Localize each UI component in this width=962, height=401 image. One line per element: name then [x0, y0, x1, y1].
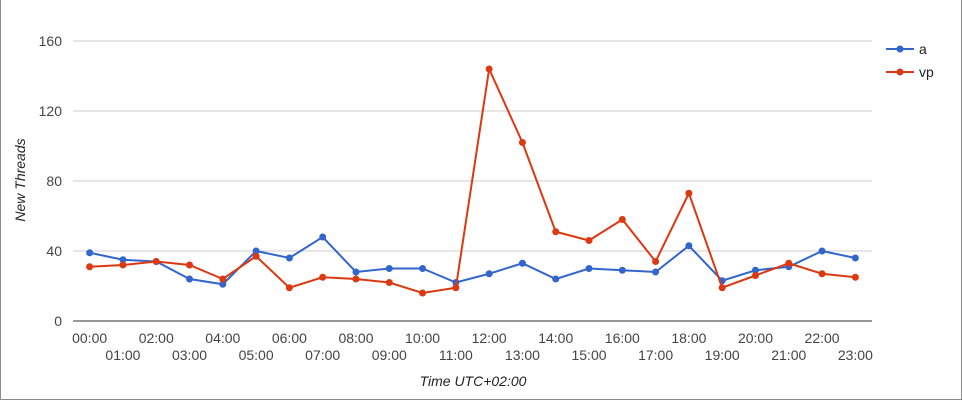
x-tick-label: 13:00 [505, 347, 540, 363]
data-point-vp[interactable] [385, 279, 393, 286]
data-point-a[interactable] [352, 268, 360, 276]
y-axis-title: New Threads [12, 138, 28, 221]
y-tick-label: 40 [46, 243, 62, 259]
legend-marker [896, 68, 904, 76]
data-point-a[interactable] [319, 233, 327, 241]
x-tick-label: 07:00 [305, 347, 340, 363]
series-group [86, 65, 859, 297]
data-point-a[interactable] [285, 254, 293, 262]
data-point-a[interactable] [518, 259, 526, 267]
gridlines [73, 40, 872, 322]
legend: a vp [886, 41, 934, 80]
data-point-vp[interactable] [152, 258, 160, 265]
series-line-vp [89, 65, 856, 295]
data-point-vp[interactable] [452, 284, 460, 292]
data-point-vp[interactable] [785, 259, 793, 267]
x-tick-label: 14:00 [538, 330, 573, 346]
x-axis-ticks: 00:0001:0002:0003:0004:0005:0006:0007:00… [72, 330, 873, 363]
series-line-a [89, 235, 856, 286]
data-point-vp[interactable] [186, 261, 194, 269]
x-tick-label: 08:00 [338, 330, 373, 346]
y-tick-label: 0 [54, 313, 62, 329]
x-tick-label: 20:00 [738, 330, 773, 346]
data-point-vp[interactable] [252, 252, 260, 260]
legend-marker [896, 45, 904, 53]
x-tick-label: 06:00 [272, 330, 307, 346]
data-point-a[interactable] [186, 275, 194, 283]
data-point-a[interactable] [252, 247, 260, 255]
x-tick-label: 03:00 [172, 347, 207, 363]
x-tick-label: 02:00 [139, 330, 174, 346]
x-axis-title: Time UTC+02:00 [420, 373, 527, 389]
data-point-a[interactable] [119, 256, 127, 264]
x-tick-label: 12:00 [472, 330, 507, 346]
data-point-a[interactable] [652, 268, 660, 276]
legend-label: a [919, 41, 927, 57]
y-tick-label: 160 [39, 33, 63, 49]
legend-item-a[interactable]: a [886, 41, 927, 57]
x-tick-label: 22:00 [805, 330, 840, 346]
data-point-vp[interactable] [319, 273, 327, 281]
data-point-vp[interactable] [685, 189, 693, 197]
data-point-a[interactable] [618, 266, 626, 274]
data-point-vp[interactable] [652, 258, 660, 265]
data-point-a[interactable] [818, 247, 826, 255]
data-point-vp[interactable] [818, 270, 826, 278]
data-point-vp[interactable] [86, 263, 94, 271]
x-tick-label: 04:00 [205, 330, 240, 346]
data-point-a[interactable] [751, 266, 759, 274]
data-point-vp[interactable] [219, 275, 227, 283]
x-tick-label: 15:00 [571, 347, 606, 363]
x-tick-label: 09:00 [372, 347, 407, 363]
data-point-vp[interactable] [585, 237, 593, 244]
x-tick-label: 18:00 [671, 330, 706, 346]
data-point-vp[interactable] [285, 284, 293, 292]
data-point-vp[interactable] [552, 228, 560, 236]
x-tick-label: 10:00 [405, 330, 440, 346]
data-point-vp[interactable] [718, 284, 726, 292]
data-point-a[interactable] [851, 254, 859, 262]
x-tick-label: 19:00 [705, 347, 740, 363]
x-tick-label: 21:00 [771, 347, 806, 363]
series-vp [86, 65, 859, 297]
data-point-a[interactable] [219, 280, 227, 288]
x-tick-label: 00:00 [72, 330, 107, 346]
legend-item-vp[interactable]: vp [886, 64, 934, 80]
x-tick-label: 16:00 [605, 330, 640, 346]
data-point-vp[interactable] [618, 216, 626, 223]
x-tick-label: 01:00 [105, 347, 140, 363]
data-point-vp[interactable] [851, 273, 859, 281]
data-point-a[interactable] [86, 249, 94, 257]
data-point-vp[interactable] [518, 139, 526, 146]
data-point-a[interactable] [485, 270, 493, 278]
x-tick-label: 05:00 [239, 347, 274, 363]
y-tick-label: 120 [39, 103, 63, 119]
y-axis-ticks: 0 40 80 120 160 [39, 33, 63, 329]
data-point-a[interactable] [385, 265, 393, 272]
legend-label: vp [919, 64, 934, 80]
data-point-vp[interactable] [419, 289, 427, 297]
data-point-a[interactable] [685, 242, 693, 250]
x-tick-label: 23:00 [838, 347, 873, 363]
data-point-vp[interactable] [485, 65, 493, 73]
x-tick-label: 17:00 [638, 347, 673, 363]
data-point-vp[interactable] [119, 261, 127, 269]
data-point-a[interactable] [419, 265, 427, 272]
data-point-vp[interactable] [751, 272, 759, 279]
x-tick-label: 11:00 [439, 347, 473, 363]
data-point-vp[interactable] [352, 275, 360, 283]
data-point-a[interactable] [552, 275, 560, 283]
y-tick-label: 80 [46, 173, 62, 189]
data-point-a[interactable] [585, 265, 593, 272]
